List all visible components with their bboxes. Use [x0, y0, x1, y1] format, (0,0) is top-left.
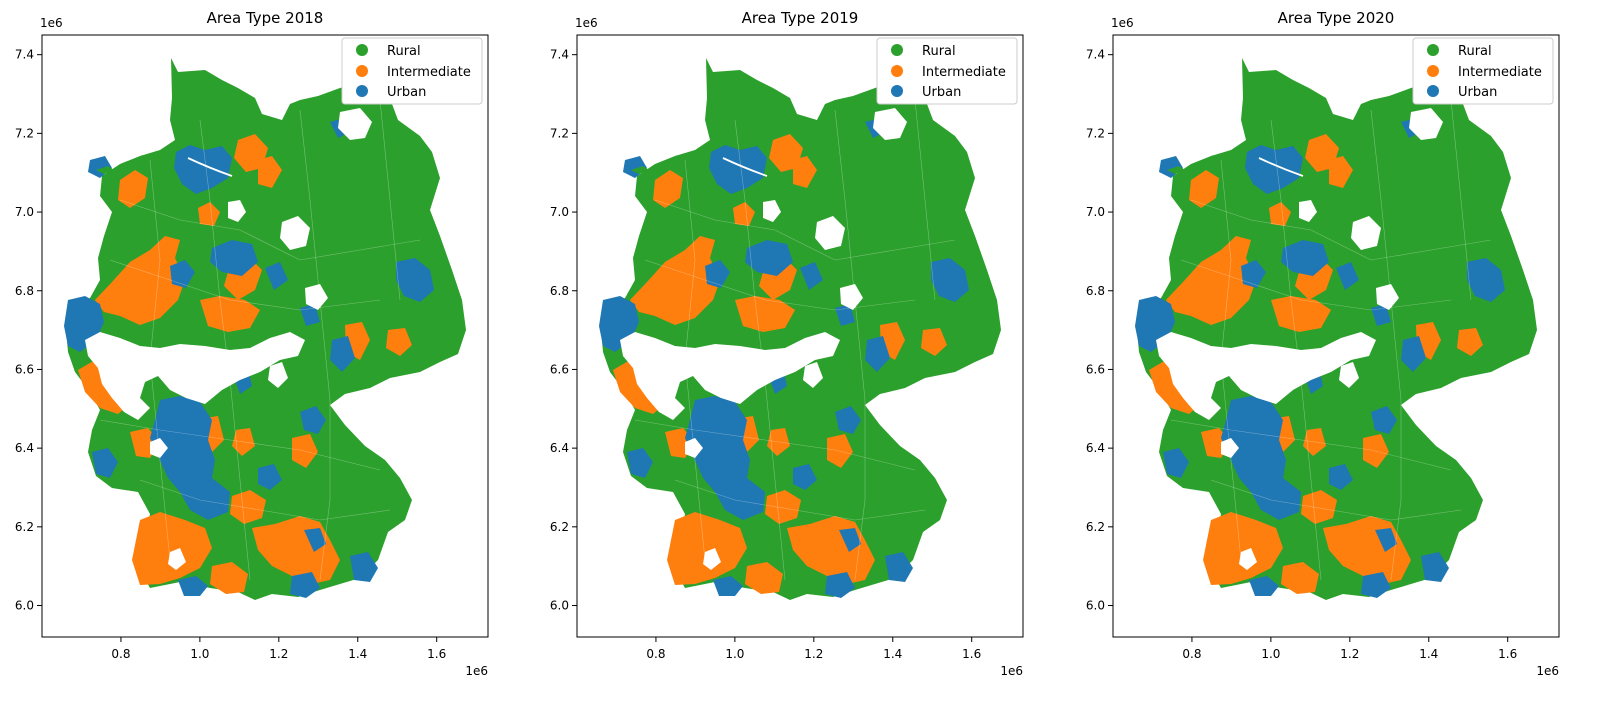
x-offset-label: 1e6	[465, 664, 488, 678]
x-tick-label: 1.2	[1340, 647, 1359, 661]
legend-marker-rural	[891, 44, 903, 56]
x-tick-label: 1.4	[348, 647, 367, 661]
legend-label-rural: Rural	[1458, 44, 1492, 59]
x-tick-label: 1.0	[725, 647, 744, 661]
x-tick-label: 1.6	[427, 647, 446, 661]
axes-frame	[1112, 34, 1560, 638]
panel-title: Area Type 2019	[742, 9, 859, 27]
y-tick-label: 6.4	[1086, 441, 1105, 455]
y-tick-label: 6.8	[15, 284, 34, 298]
y-axis-ticks: 7.4 7.2 7.0 6.8 6.6 6.4 6.2 6.0	[550, 48, 577, 613]
y-tick-label: 7.4	[1086, 48, 1105, 62]
legend-marker-intermediate	[356, 65, 368, 77]
choropleth-map	[598, 57, 1002, 601]
legend-label-urban: Urban	[387, 85, 426, 100]
legend: Rural Intermediate Urban	[1412, 37, 1554, 105]
y-tick-label: 6.6	[1086, 362, 1105, 376]
legend-label-urban: Urban	[1458, 85, 1497, 100]
legend-label-rural: Rural	[922, 44, 956, 59]
legend-marker-rural	[356, 44, 368, 56]
legend-marker-intermediate	[1427, 65, 1439, 77]
legend-marker-intermediate	[891, 65, 903, 77]
y-tick-label: 7.2	[550, 126, 569, 140]
axes-frame	[576, 34, 1024, 638]
legend-marker-rural	[1427, 44, 1439, 56]
legend: Rural Intermediate Urban	[876, 37, 1018, 105]
y-tick-label: 7.4	[15, 48, 34, 62]
legend-label-intermediate: Intermediate	[1458, 65, 1542, 80]
y-tick-label: 7.4	[550, 48, 569, 62]
legend-marker-urban	[891, 85, 903, 97]
x-tick-label: 0.8	[1182, 647, 1201, 661]
y-tick-label: 6.0	[15, 599, 34, 613]
y-tick-label: 6.2	[550, 520, 569, 534]
x-tick-label: 1.6	[962, 647, 981, 661]
x-offset-label: 1e6	[1536, 664, 1559, 678]
legend-label-urban: Urban	[922, 85, 961, 100]
x-tick-label: 1.0	[1261, 647, 1280, 661]
y-axis-ticks: 7.4 7.2 7.0 6.8 6.6 6.4 6.2 6.0	[1086, 48, 1113, 613]
map-panel-2018: Area Type 2018 1e6 1e6 0.8 1.0 1.2 1.4 1.6 7…	[15, 9, 489, 678]
y-tick-label: 7.0	[550, 205, 569, 219]
y-tick-label: 6.4	[15, 441, 34, 455]
y-tick-label: 6.0	[1086, 599, 1105, 613]
y-axis-ticks: 7.4 7.2 7.0 6.8 6.6 6.4 6.2 6.0	[15, 48, 42, 613]
y-tick-label: 7.0	[15, 205, 34, 219]
x-tick-label: 1.4	[883, 647, 902, 661]
y-tick-label: 6.2	[15, 520, 34, 534]
x-tick-label: 0.8	[646, 647, 665, 661]
legend-label-rural: Rural	[387, 44, 421, 59]
y-tick-label: 7.2	[1086, 126, 1105, 140]
y-tick-label: 6.8	[1086, 284, 1105, 298]
legend: Rural Intermediate Urban	[341, 37, 483, 105]
x-tick-label: 1.6	[1498, 647, 1517, 661]
map-panel-2020: Area Type 2020 1e6 1e6 0.8 1.0 1.2 1.4 1.6 7…	[1086, 9, 1560, 678]
legend-marker-urban	[1427, 85, 1439, 97]
y-offset-label: 1e6	[575, 16, 598, 30]
y-tick-label: 6.8	[550, 284, 569, 298]
choropleth-map	[63, 57, 467, 601]
y-offset-label: 1e6	[40, 16, 63, 30]
choropleth-map	[1134, 57, 1538, 601]
panel-title: Area Type 2018	[207, 9, 324, 27]
y-tick-label: 6.6	[550, 362, 569, 376]
x-tick-label: 1.4	[1419, 647, 1438, 661]
legend-marker-urban	[356, 85, 368, 97]
y-tick-label: 6.4	[550, 441, 569, 455]
y-tick-label: 6.6	[15, 362, 34, 376]
x-offset-label: 1e6	[1000, 664, 1023, 678]
y-tick-label: 7.0	[1086, 205, 1105, 219]
y-tick-label: 7.2	[15, 126, 34, 140]
x-axis-ticks: 0.8 1.0 1.2 1.4 1.6	[111, 637, 446, 661]
legend-label-intermediate: Intermediate	[387, 65, 471, 80]
legend-label-intermediate: Intermediate	[922, 65, 1006, 80]
x-tick-label: 1.0	[190, 647, 209, 661]
x-tick-label: 1.2	[804, 647, 823, 661]
y-offset-label: 1e6	[1111, 16, 1134, 30]
x-axis-ticks: 0.8 1.0 1.2 1.4 1.6	[646, 637, 981, 661]
map-panel-2019: Area Type 2019 1e6 1e6 0.8 1.0 1.2 1.4 1.6 7…	[550, 9, 1024, 678]
y-tick-label: 6.2	[1086, 520, 1105, 534]
panel-title: Area Type 2020	[1278, 9, 1395, 27]
x-tick-label: 1.2	[269, 647, 288, 661]
x-tick-label: 0.8	[111, 647, 130, 661]
axes-frame	[41, 34, 489, 638]
x-axis-ticks: 0.8 1.0 1.2 1.4 1.6	[1182, 637, 1517, 661]
y-tick-label: 6.0	[550, 599, 569, 613]
